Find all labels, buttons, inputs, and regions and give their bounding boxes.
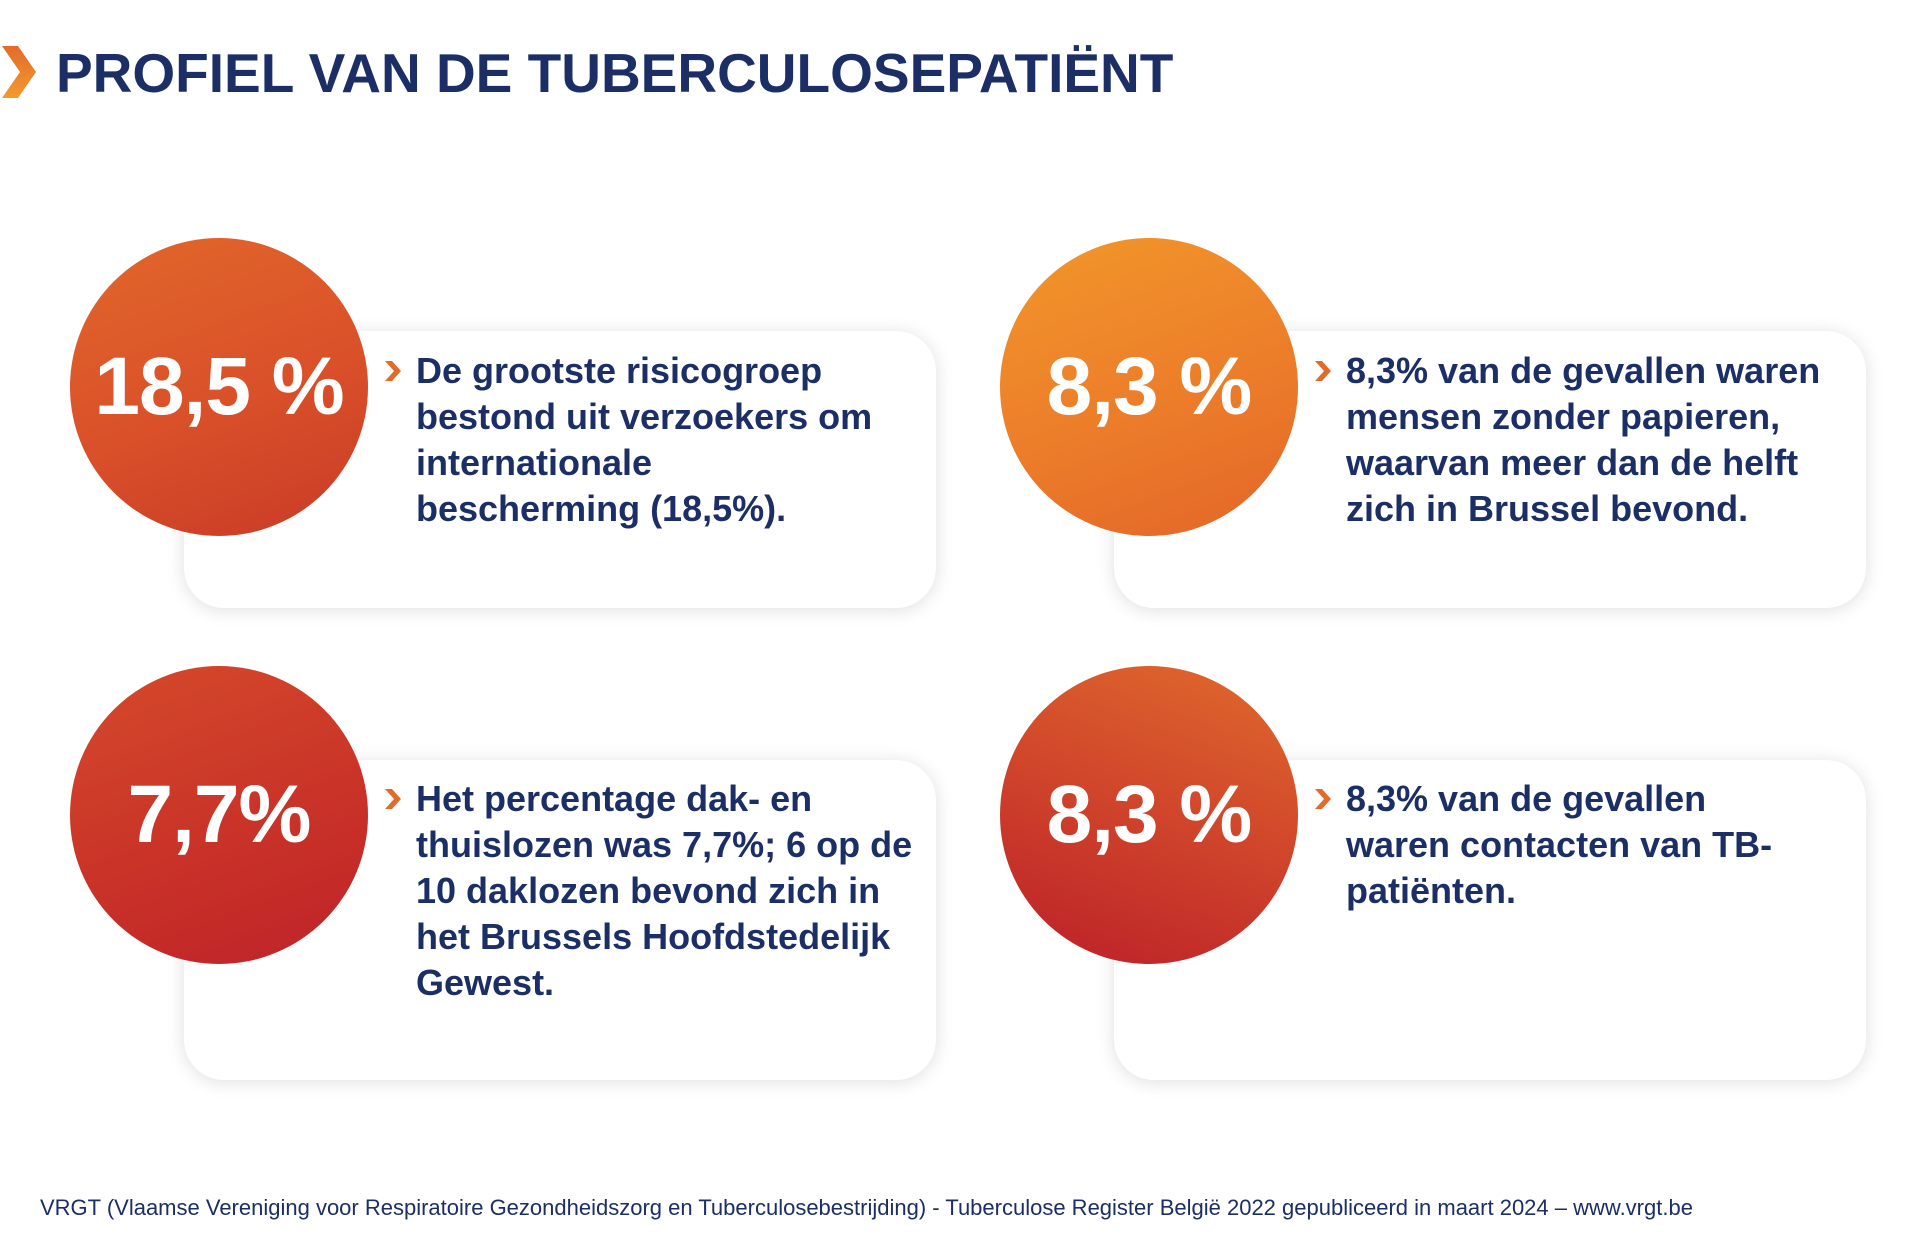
stat-value-circle: 8,3 % [1000, 238, 1298, 536]
bullet-chevron-icon [1315, 789, 1331, 809]
stat-description: Het percentage dak- en thuislozen was 7,… [416, 778, 913, 1003]
title-chevron-icon [2, 46, 36, 98]
stat-description: 8,3% van de gevallen waren contacten van… [1346, 778, 1773, 911]
stat-value-circle: 7,7% [70, 666, 368, 964]
stat-description: De grootste risicogroep bestond uit verz… [416, 350, 873, 529]
bullet-chevron-icon [385, 361, 401, 381]
bullet-chevron-icon [385, 789, 401, 809]
stat-description: 8,3% van de gevallen waren mensen zonder… [1346, 350, 1821, 529]
stat-value-circle: 18,5 % [70, 238, 368, 536]
page-title: PROFIEL VAN DE TUBERCULOSEPATIËNT [56, 42, 1174, 104]
source-footer: VRGT (Vlaamse Vereniging voor Respiratoi… [40, 1195, 1693, 1220]
stat-value-circle: 8,3 % [1000, 666, 1298, 964]
bullet-chevron-icon [1315, 361, 1331, 381]
